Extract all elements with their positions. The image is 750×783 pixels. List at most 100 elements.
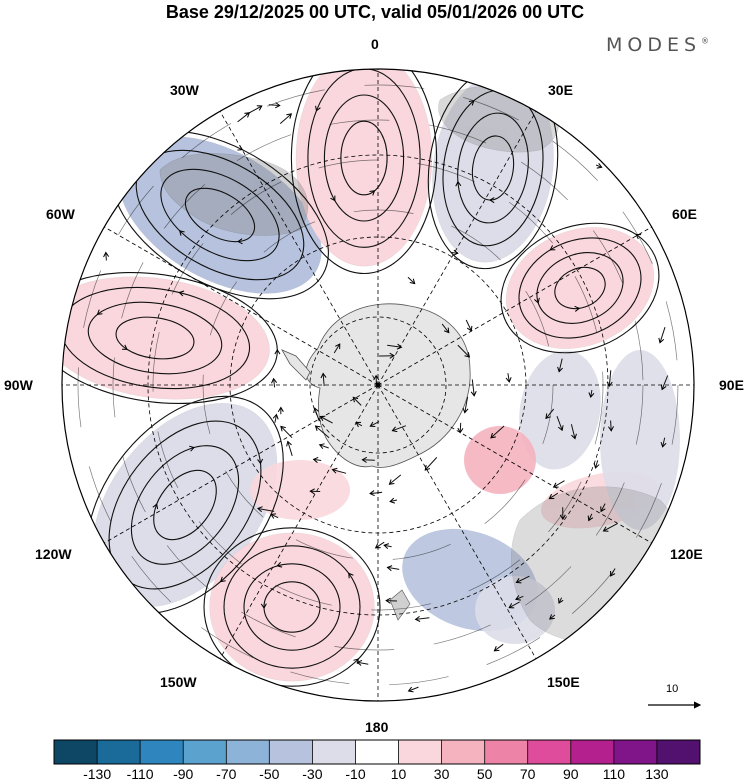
flow-arrowhead (548, 493, 555, 500)
streamline (518, 237, 642, 339)
flow-arrowhead (660, 384, 667, 391)
flow-vector (508, 601, 520, 609)
meridian-line (219, 384, 379, 659)
flow-vector-shaft (610, 420, 612, 431)
flow-arrowhead (312, 456, 319, 463)
flow-vector-shaft (389, 474, 402, 485)
flow-arrowhead (280, 425, 286, 432)
flow-vector-shaft (595, 460, 599, 469)
flow-arrowhead (219, 576, 226, 583)
flow-vector-shaft (392, 425, 407, 432)
flow-arrowhead (374, 543, 381, 549)
colorbar-tick-label: 50 (476, 766, 493, 782)
flow-vector-shaft (494, 643, 504, 652)
colorbar-swatch (527, 740, 572, 764)
meridian-line (377, 384, 537, 659)
flow-vector (389, 497, 398, 504)
lon-label-150E: 150E (547, 674, 580, 690)
flow-arrowhead (315, 105, 321, 112)
colorbar-tick-label: -70 (216, 766, 237, 782)
westerly-streamline (77, 84, 679, 686)
flow-vector (374, 541, 385, 549)
flow-vector (441, 323, 450, 334)
flow-vector (548, 492, 559, 500)
meridian-line (377, 111, 537, 386)
flow-vector (414, 615, 430, 622)
flow-arrowhead (557, 366, 563, 373)
flow-arrowhead (443, 327, 450, 334)
flow-arrowhead (348, 572, 354, 579)
flow-vector (237, 112, 251, 123)
flow-arrowhead (462, 407, 469, 414)
flow-arrowhead (189, 445, 195, 452)
flow-vector-shaft (549, 492, 559, 500)
flow-arrowhead (508, 603, 515, 609)
flow-arrowhead (389, 497, 396, 504)
meridian-line (377, 384, 652, 544)
flow-vector-shaft (333, 343, 341, 354)
colorbar-swatch (613, 740, 658, 764)
flow-vector (391, 425, 407, 433)
flow-arrowhead (414, 615, 421, 622)
flow-arrowhead (548, 614, 555, 620)
weak-anomaly (600, 350, 680, 530)
colorbar-swatch (312, 740, 356, 764)
flow-vector (515, 575, 530, 584)
flow-vector-shaft (464, 396, 469, 413)
flow-vector (319, 415, 333, 424)
flow-vector-shaft (451, 252, 458, 254)
flow-vector-shaft (603, 523, 618, 532)
streamline (307, 69, 421, 248)
flow-arrowhead (574, 305, 581, 312)
flow-vector (279, 113, 293, 124)
colorbar-tick-label: -30 (302, 766, 323, 782)
flow-vector (658, 327, 666, 344)
streamline (243, 563, 341, 651)
flow-vector (256, 506, 275, 513)
lon-label-120W: 120W (35, 546, 72, 562)
flow-arrowhead (587, 515, 594, 522)
colorbar-swatch (656, 740, 701, 764)
flow-vector-shaft (320, 416, 333, 424)
flow-vector-shaft (389, 499, 398, 502)
flow-vector (570, 424, 577, 440)
colorbar-swatch (269, 740, 313, 764)
contour-band (295, 69, 433, 267)
lon-label-90W: 90W (4, 377, 33, 393)
latitude-circle (147, 154, 609, 616)
flow-vector-shaft (661, 375, 669, 390)
flow-arrowhead (274, 348, 281, 355)
colorbar-tick-label: 30 (433, 766, 450, 782)
flow-arrowhead (549, 245, 556, 251)
meridian-line (219, 111, 379, 386)
flow-arrowhead (275, 102, 281, 109)
colorbar-tick-label: -130 (83, 766, 112, 782)
flow-vector (387, 343, 403, 350)
flow-arrowhead (257, 458, 264, 465)
flow-vector (356, 659, 369, 666)
streamline (263, 581, 321, 633)
flow-vector-shaft (415, 617, 430, 620)
flow-vector (602, 523, 618, 532)
flow-vector (515, 595, 524, 601)
colorbar-frame (53, 739, 701, 765)
flow-vector-shaft (352, 397, 362, 406)
flow-vector-shaft (237, 112, 250, 123)
flow-arrowhead (385, 47, 390, 52)
flow-vector (352, 396, 362, 406)
colorbar-tick-label: 90 (563, 766, 579, 782)
flow-arrowhead (396, 343, 403, 350)
streamline-vortex (500, 222, 660, 354)
lon-label-90E: 90E (719, 377, 744, 393)
flow-arrowhead (352, 396, 359, 403)
flow-vector (610, 568, 616, 577)
flow-vector (103, 251, 110, 261)
lon-label-150W: 150W (160, 674, 197, 690)
flow-vector-shaft (375, 541, 385, 549)
flow-vector (379, 352, 395, 359)
flow-arrowhead (178, 290, 185, 297)
flow-arrowhead (369, 490, 375, 497)
streamline (223, 545, 361, 669)
streamline (290, 69, 438, 275)
antarctic-peninsula (281, 349, 311, 381)
